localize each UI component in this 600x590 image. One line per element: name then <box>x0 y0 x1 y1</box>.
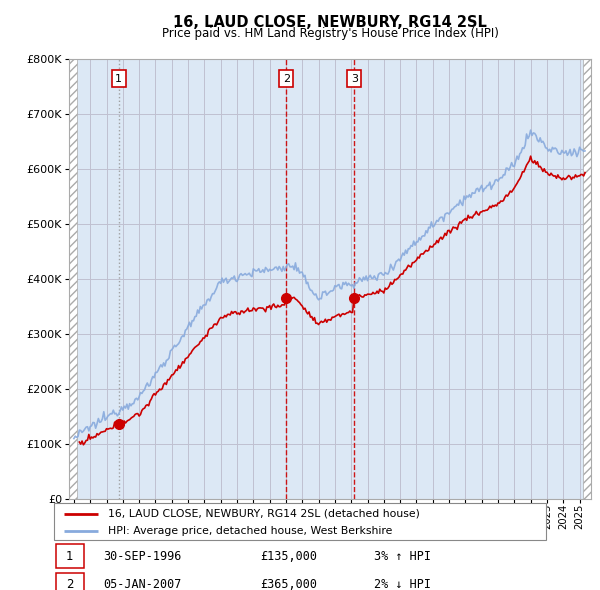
Text: 2: 2 <box>283 74 290 84</box>
Text: 16, LAUD CLOSE, NEWBURY, RG14 2SL: 16, LAUD CLOSE, NEWBURY, RG14 2SL <box>173 15 487 30</box>
FancyBboxPatch shape <box>56 545 83 568</box>
Text: £135,000: £135,000 <box>260 550 317 563</box>
Text: Price paid vs. HM Land Registry's House Price Index (HPI): Price paid vs. HM Land Registry's House … <box>161 27 499 40</box>
FancyBboxPatch shape <box>56 573 83 590</box>
Text: 2: 2 <box>66 578 73 590</box>
Text: 2% ↓ HPI: 2% ↓ HPI <box>374 578 431 590</box>
Text: 1: 1 <box>66 550 73 563</box>
Text: 16, LAUD CLOSE, NEWBURY, RG14 2SL (detached house): 16, LAUD CLOSE, NEWBURY, RG14 2SL (detac… <box>108 509 420 519</box>
Text: 05-JAN-2007: 05-JAN-2007 <box>103 578 182 590</box>
Bar <box>69 59 77 499</box>
FancyBboxPatch shape <box>54 503 546 540</box>
Text: 3% ↑ HPI: 3% ↑ HPI <box>374 550 431 563</box>
Text: HPI: Average price, detached house, West Berkshire: HPI: Average price, detached house, West… <box>108 526 392 536</box>
Text: 30-SEP-1996: 30-SEP-1996 <box>103 550 182 563</box>
Bar <box>583 59 591 499</box>
Text: £365,000: £365,000 <box>260 578 317 590</box>
Text: 3: 3 <box>351 74 358 84</box>
Text: 1: 1 <box>115 74 122 84</box>
